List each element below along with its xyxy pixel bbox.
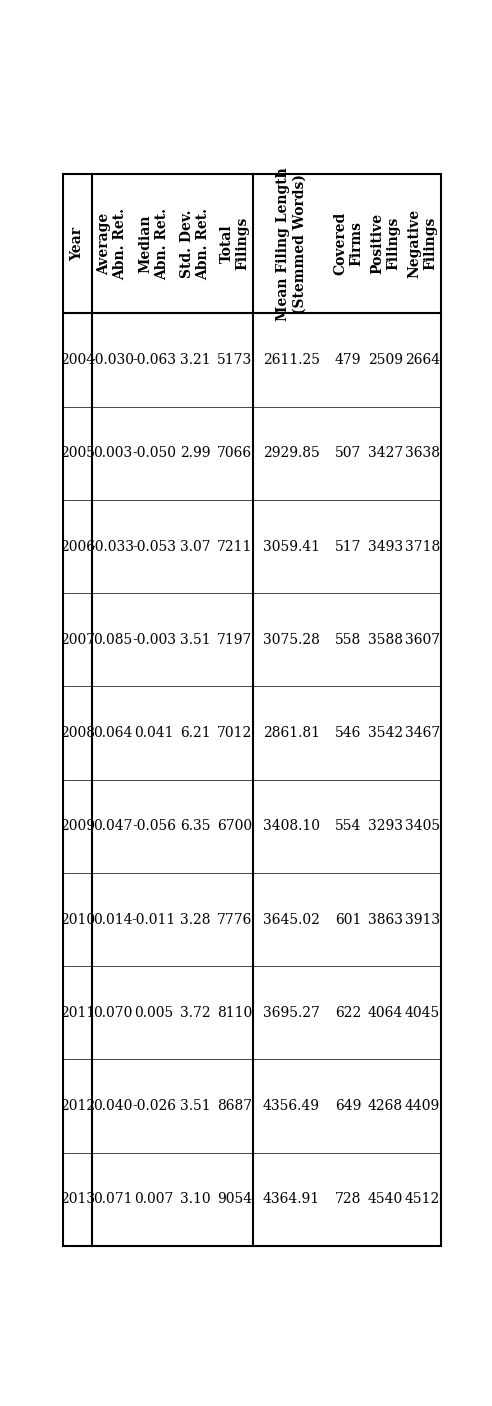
Text: 7012: 7012 (217, 725, 252, 740)
Text: 0.040: 0.040 (93, 1099, 132, 1114)
Text: Covered
Firms: Covered Firms (333, 212, 363, 276)
Text: 2008: 2008 (60, 725, 95, 740)
Text: 3.28: 3.28 (180, 912, 211, 927)
Text: 3913: 3913 (405, 912, 440, 927)
Text: 0.070: 0.070 (93, 1005, 132, 1019)
Text: 2012: 2012 (60, 1099, 95, 1114)
Text: 6.21: 6.21 (180, 725, 211, 740)
Text: -0.011: -0.011 (132, 912, 176, 927)
Text: 2004: 2004 (60, 353, 95, 367)
Text: 3293: 3293 (368, 820, 403, 834)
Text: 517: 517 (335, 540, 362, 554)
Text: 554: 554 (335, 820, 361, 834)
Text: 7197: 7197 (217, 633, 252, 647)
Text: 3.07: 3.07 (180, 540, 211, 554)
Text: 3.21: 3.21 (180, 353, 211, 367)
Text: 8687: 8687 (217, 1099, 252, 1114)
Text: -0.053: -0.053 (132, 540, 176, 554)
Text: 8110: 8110 (217, 1005, 252, 1019)
Text: 7776: 7776 (217, 912, 252, 927)
Text: 0.007: 0.007 (134, 1192, 174, 1206)
Text: 507: 507 (335, 446, 361, 460)
Text: 4064: 4064 (368, 1005, 403, 1019)
Text: 0.047: 0.047 (93, 820, 132, 834)
Text: 3467: 3467 (405, 725, 440, 740)
Text: 3427: 3427 (368, 446, 403, 460)
Text: 4540: 4540 (368, 1192, 403, 1206)
Text: Median
Abn. Ret.: Median Abn. Ret. (139, 208, 169, 280)
Text: 546: 546 (335, 725, 361, 740)
Text: 4409: 4409 (405, 1099, 440, 1114)
Text: 7066: 7066 (217, 446, 252, 460)
Text: 6.35: 6.35 (180, 820, 211, 834)
Text: 3059.41: 3059.41 (263, 540, 320, 554)
Text: 3.72: 3.72 (180, 1005, 211, 1019)
Text: 601: 601 (335, 912, 361, 927)
Text: 3718: 3718 (405, 540, 440, 554)
Text: 3645.02: 3645.02 (263, 912, 320, 927)
Text: Std. Dev.
Abn. Ret.: Std. Dev. Abn. Ret. (180, 208, 211, 280)
Text: Total
Filings: Total Filings (219, 217, 250, 270)
Text: 3.51: 3.51 (180, 633, 211, 647)
Text: 0.085: 0.085 (93, 633, 132, 647)
Text: 2664: 2664 (405, 353, 440, 367)
Text: 4268: 4268 (368, 1099, 403, 1114)
Text: 4356.49: 4356.49 (263, 1099, 320, 1114)
Text: 479: 479 (335, 353, 362, 367)
Text: 0.005: 0.005 (134, 1005, 174, 1019)
Text: -0.026: -0.026 (132, 1099, 176, 1114)
Text: -0.033: -0.033 (91, 540, 134, 554)
Text: 0.003: 0.003 (93, 446, 132, 460)
Text: Negative
Filings: Negative Filings (407, 209, 437, 278)
Text: 2013: 2013 (60, 1192, 95, 1206)
Text: 3638: 3638 (405, 446, 440, 460)
Text: 728: 728 (335, 1192, 361, 1206)
Text: 4512: 4512 (405, 1192, 440, 1206)
Text: 0.071: 0.071 (93, 1192, 132, 1206)
Text: 0.041: 0.041 (134, 725, 174, 740)
Text: 622: 622 (335, 1005, 361, 1019)
Text: 4045: 4045 (405, 1005, 440, 1019)
Text: Year: Year (70, 226, 85, 260)
Text: 3863: 3863 (368, 912, 403, 927)
Text: 2009: 2009 (60, 820, 95, 834)
Text: 2010: 2010 (60, 912, 95, 927)
Text: 3542: 3542 (368, 725, 403, 740)
Text: -0.063: -0.063 (132, 353, 176, 367)
Text: 3.51: 3.51 (180, 1099, 211, 1114)
Text: 3588: 3588 (368, 633, 403, 647)
Text: 3607: 3607 (405, 633, 440, 647)
Text: Positive
Filings: Positive Filings (370, 214, 400, 274)
Text: 2005: 2005 (60, 446, 95, 460)
Text: 2006: 2006 (60, 540, 95, 554)
Text: 2007: 2007 (60, 633, 95, 647)
Text: 6700: 6700 (217, 820, 252, 834)
Text: 2509: 2509 (368, 353, 403, 367)
Text: 2.99: 2.99 (180, 446, 211, 460)
Text: 558: 558 (335, 633, 361, 647)
Text: 649: 649 (335, 1099, 361, 1114)
Text: 2861.81: 2861.81 (263, 725, 320, 740)
Text: 3493: 3493 (368, 540, 403, 554)
Text: 3075.28: 3075.28 (263, 633, 320, 647)
Text: 3408.10: 3408.10 (263, 820, 320, 834)
Text: Average
Abn. Ret.: Average Abn. Ret. (97, 208, 127, 280)
Text: 9054: 9054 (217, 1192, 252, 1206)
Text: 2929.85: 2929.85 (263, 446, 320, 460)
Text: -0.056: -0.056 (132, 820, 176, 834)
Text: 5173: 5173 (217, 353, 252, 367)
Text: 3695.27: 3695.27 (263, 1005, 320, 1019)
Text: 7211: 7211 (217, 540, 252, 554)
Text: -0.003: -0.003 (132, 633, 176, 647)
Text: 3405: 3405 (405, 820, 440, 834)
Text: 4364.91: 4364.91 (263, 1192, 320, 1206)
Text: -0.030: -0.030 (91, 353, 134, 367)
Text: Mean Filing Length
(Stemmed Words): Mean Filing Length (Stemmed Words) (277, 167, 307, 321)
Text: 3.10: 3.10 (180, 1192, 211, 1206)
Text: 0.014: 0.014 (93, 912, 132, 927)
Text: -0.050: -0.050 (132, 446, 176, 460)
Text: 2611.25: 2611.25 (263, 353, 320, 367)
Text: 2011: 2011 (60, 1005, 95, 1019)
Text: 0.064: 0.064 (93, 725, 132, 740)
